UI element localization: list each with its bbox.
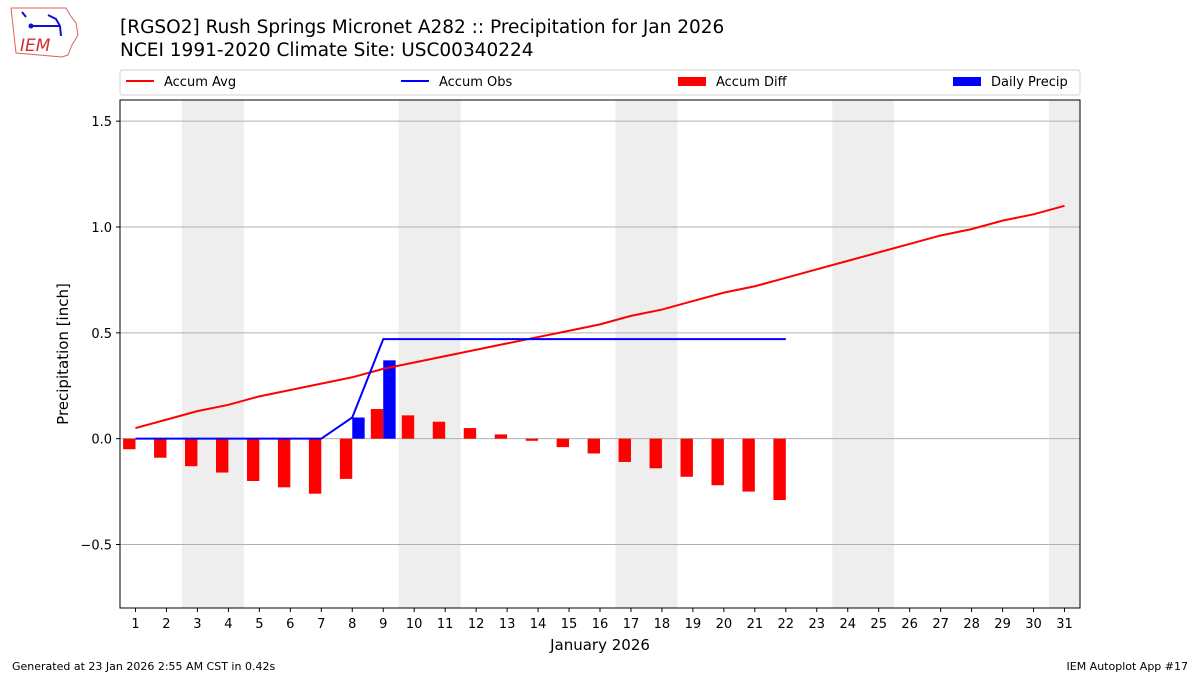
weekend-shade (615, 100, 678, 608)
legend-swatch (678, 77, 706, 86)
x-tick-label: 10 (406, 617, 423, 632)
accum-diff-bar (587, 438, 600, 454)
accum-diff-bar (370, 409, 384, 439)
accum-diff-bar (463, 428, 477, 439)
weekend-shade (1049, 100, 1080, 608)
weekend-shade (832, 100, 895, 608)
y-tick-label: −0.5 (80, 539, 112, 554)
accum-diff-bar (525, 438, 539, 441)
accum-diff-bar (277, 438, 291, 488)
x-tick-label: 1 (131, 617, 139, 632)
x-axis-label: January 2026 (549, 636, 650, 654)
accum-diff-bar (308, 438, 322, 494)
daily-precip-bar (383, 360, 396, 439)
x-tick-label: 28 (963, 617, 980, 632)
x-tick-label: 7 (317, 617, 325, 632)
weekend-shade (398, 100, 461, 608)
legend-label: Daily Precip (991, 75, 1068, 90)
footer-generated: Generated at 23 Jan 2026 2:55 AM CST in … (12, 660, 276, 673)
x-tick-label: 3 (193, 617, 201, 632)
accum-diff-bar (680, 438, 693, 477)
x-tick-label: 18 (654, 617, 671, 632)
footer-app: IEM Autoplot App #17 (1066, 660, 1189, 673)
y-tick-label: 0.0 (91, 433, 112, 448)
x-tick-label: 4 (224, 617, 232, 632)
x-tick-label: 8 (348, 617, 356, 632)
x-tick-label: 31 (1056, 617, 1073, 632)
legend-swatch (953, 77, 981, 86)
legend-label: Accum Obs (439, 75, 512, 90)
legend-box (119, 69, 1081, 96)
x-tick-label: 2 (162, 617, 170, 632)
x-tick-label: 16 (592, 617, 609, 632)
y-axis-label: Precipitation [inch] (54, 283, 72, 425)
x-tick-label: 20 (716, 617, 733, 632)
accum-obs-line (135, 338, 786, 440)
daily-precip-bar (352, 417, 365, 439)
x-tick-label: 26 (901, 617, 918, 632)
y-tick-label: 0.5 (91, 327, 112, 342)
x-tick-label: 11 (437, 617, 454, 632)
legend-label: Accum Avg (164, 75, 236, 90)
accum-diff-bar (556, 438, 570, 448)
x-tick-label: 29 (994, 617, 1011, 632)
x-tick-label: 21 (747, 617, 764, 632)
chart-title: [RGSO2] Rush Springs Micronet A282 :: Pr… (120, 17, 725, 38)
x-tick-label: 30 (1025, 617, 1042, 632)
x-tick-label: 24 (839, 617, 856, 632)
accum-avg-line (135, 204, 1065, 430)
accum-diff-bar (618, 438, 631, 462)
accum-diff-bar (123, 438, 136, 450)
accum-diff-bar (711, 438, 724, 486)
accum-diff-bar (494, 434, 508, 439)
accum-diff-bar (742, 438, 755, 492)
accum-diff-bar (401, 415, 415, 439)
iem-logo: IEM (10, 7, 79, 58)
y-tick-label: 1.5 (91, 115, 112, 130)
accum-diff-bar (339, 438, 353, 479)
y-tick-label: 1.0 (91, 221, 112, 236)
chart-subtitle: NCEI 1991-2020 Climate Site: USC00340224 (120, 40, 534, 61)
x-tick-label: 25 (870, 617, 887, 632)
accum-diff-bar (773, 438, 786, 501)
x-tick-label: 23 (809, 617, 826, 632)
x-tick-label: 14 (530, 617, 547, 632)
x-tick-label: 6 (286, 617, 294, 632)
x-tick-label: 13 (499, 617, 516, 632)
x-tick-label: 15 (561, 617, 578, 632)
x-tick-label: 22 (778, 617, 795, 632)
accum-diff-bar (185, 438, 198, 467)
accum-diff-bar (154, 438, 167, 458)
accum-diff-bar (216, 438, 229, 473)
x-tick-label: 17 (623, 617, 640, 632)
accum-diff-bar (432, 421, 446, 439)
weekend-shade (181, 100, 244, 608)
legend-label: Accum Diff (716, 75, 788, 90)
svg-text:IEM: IEM (20, 36, 51, 56)
x-tick-label: 27 (932, 617, 949, 632)
x-tick-label: 9 (379, 617, 387, 632)
x-tick-label: 19 (685, 617, 702, 632)
plot-frame (119, 99, 1081, 609)
accum-diff-bar (246, 438, 260, 481)
x-tick-label: 5 (255, 617, 263, 632)
accum-diff-bar (649, 438, 662, 469)
x-tick-label: 12 (468, 617, 485, 632)
